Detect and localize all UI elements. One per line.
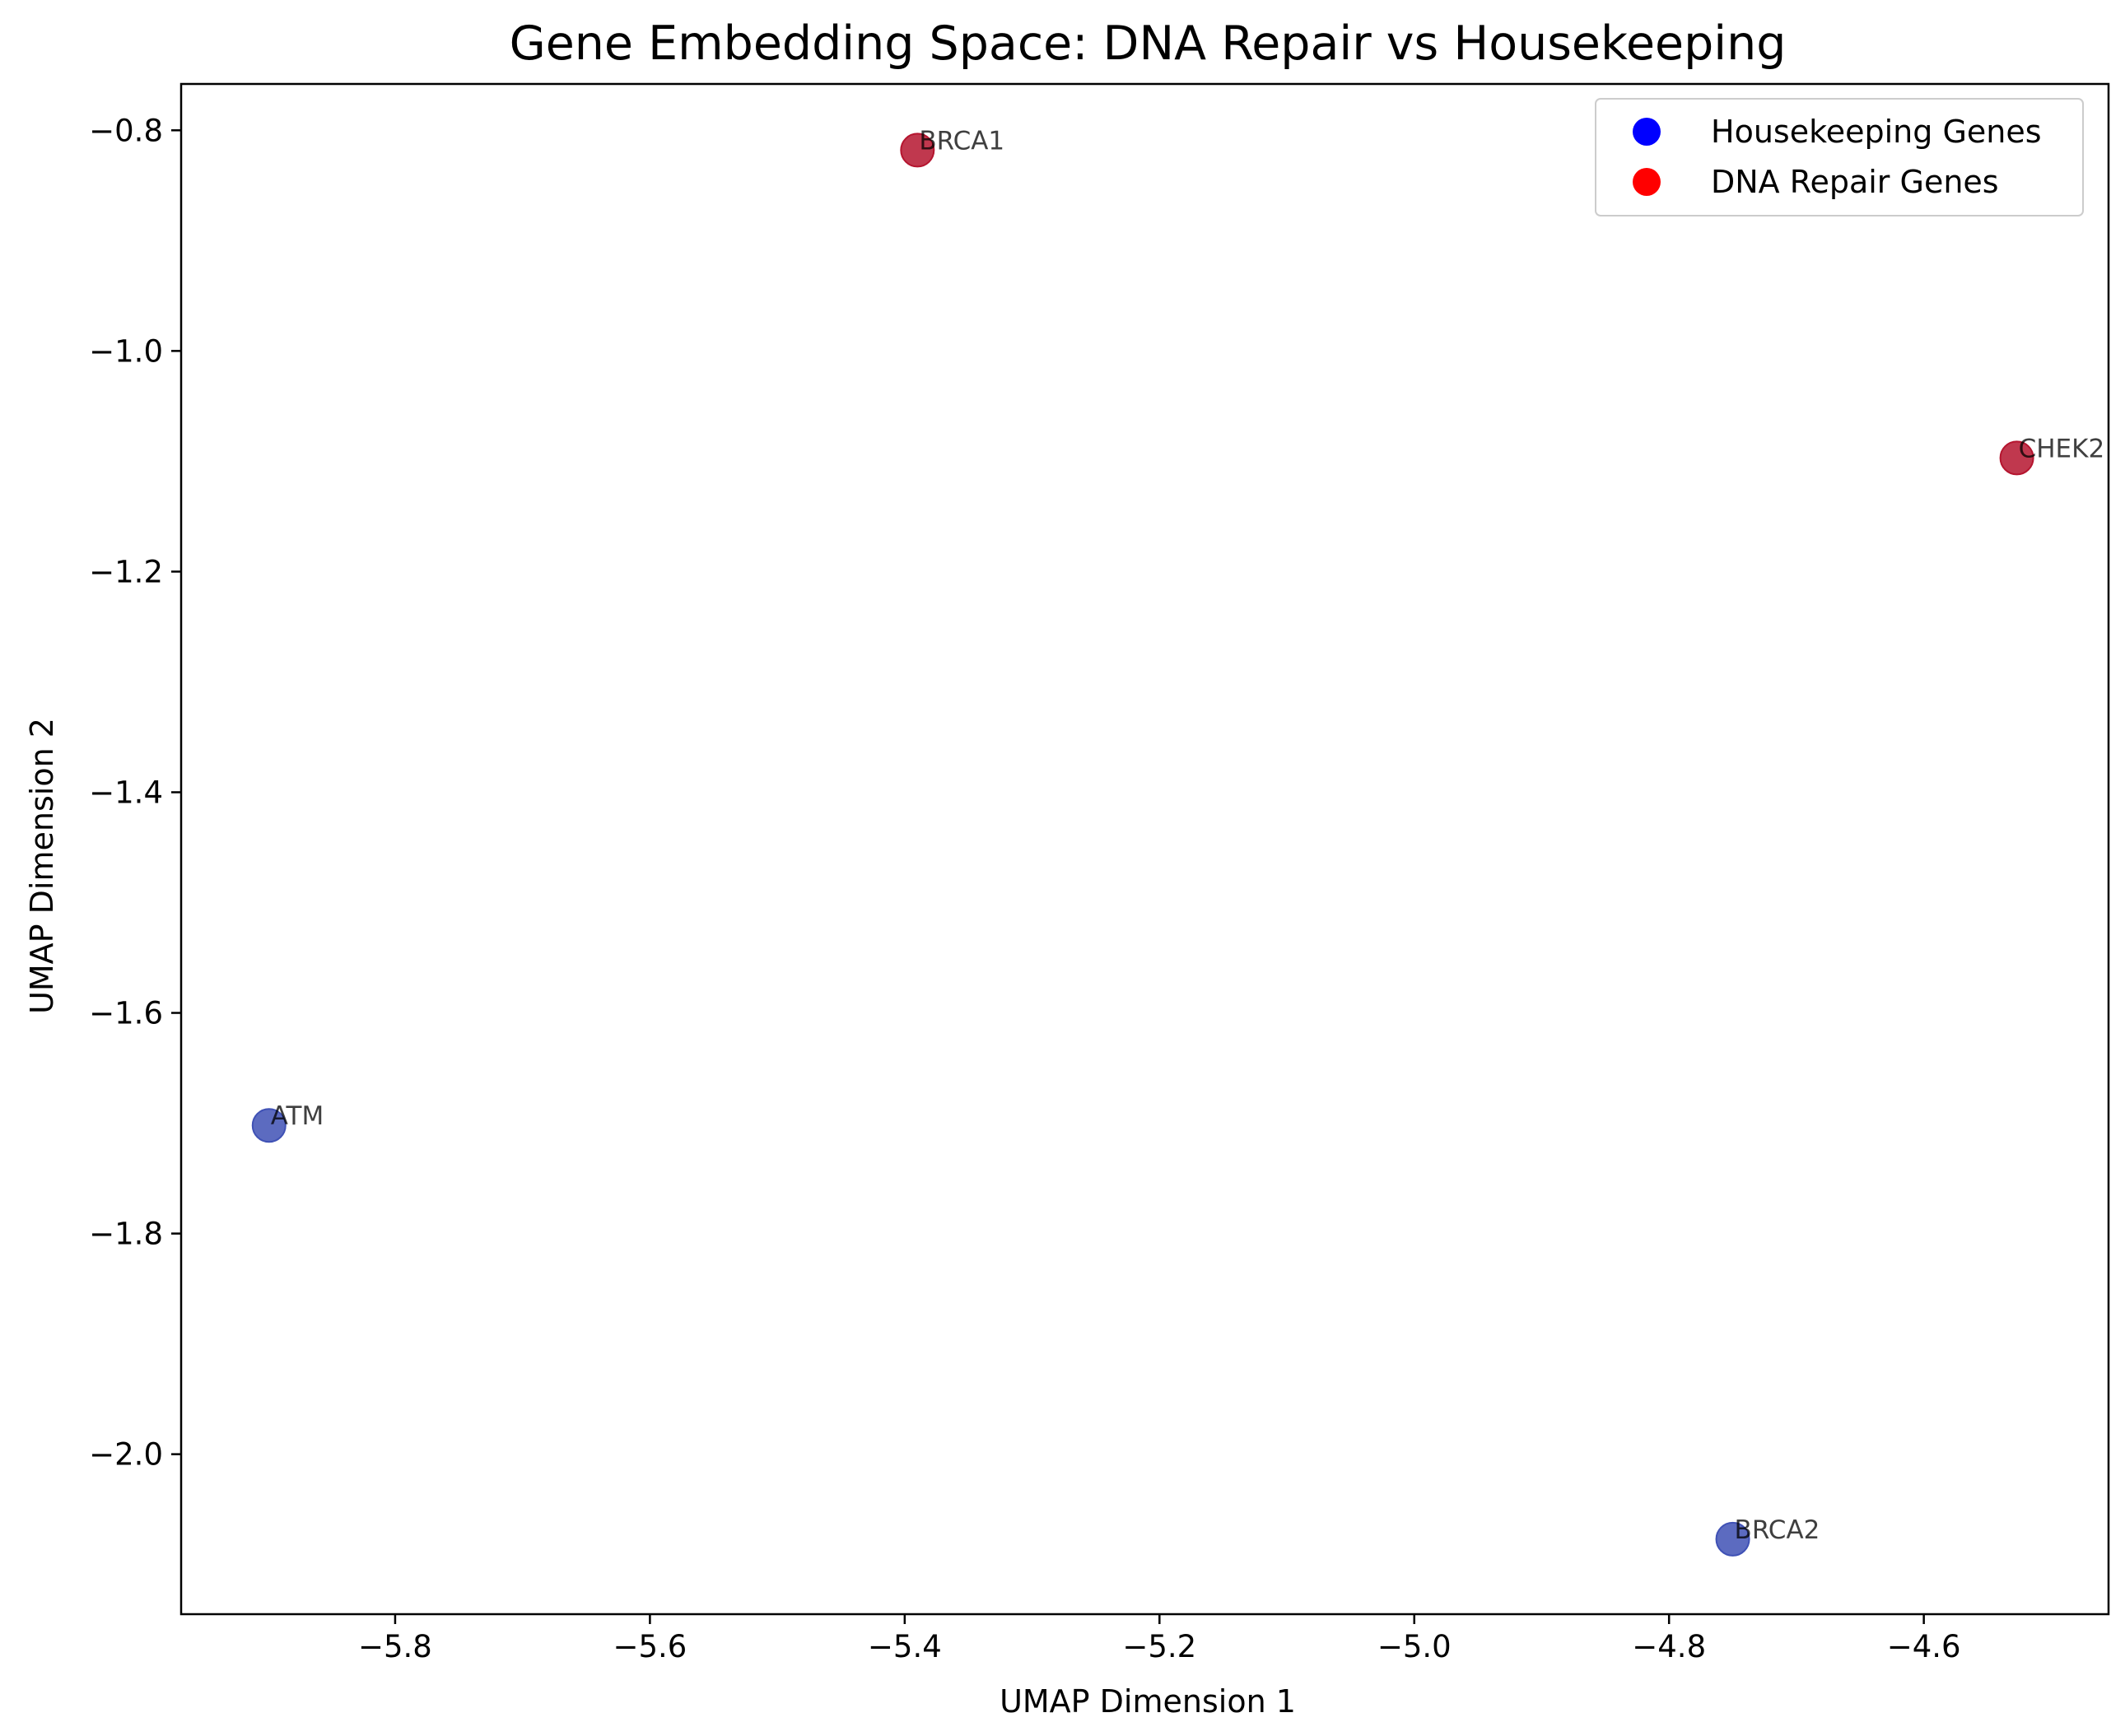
x-axis-label: UMAP Dimension 1 bbox=[1000, 1683, 1296, 1720]
legend-box bbox=[1595, 98, 2084, 216]
data-point-brca1 bbox=[900, 133, 935, 168]
y-tick-label: −1.4 bbox=[89, 775, 163, 810]
y-tick-label: −1.0 bbox=[89, 333, 163, 369]
y-tick-label: −0.8 bbox=[89, 113, 163, 148]
legend-label-1: DNA Repair Genes bbox=[1711, 164, 1999, 200]
data-point-atm bbox=[251, 1108, 287, 1143]
legend: Housekeeping Genes DNA Repair Genes bbox=[1595, 98, 2084, 216]
legend-marker-0 bbox=[1633, 118, 1661, 146]
x-tick-label: −4.6 bbox=[1887, 1629, 1961, 1664]
x-tick-label: −5.6 bbox=[613, 1629, 687, 1664]
y-tick-label: −1.6 bbox=[89, 996, 163, 1031]
x-tick-label: −5.0 bbox=[1377, 1629, 1452, 1664]
x-tick-label: −4.8 bbox=[1632, 1629, 1706, 1664]
data-point-brca2 bbox=[1715, 1521, 1750, 1557]
y-axis-label: UMAP Dimension 2 bbox=[24, 718, 60, 1014]
plot-frame bbox=[179, 82, 2110, 1616]
y-tick-label: −1.8 bbox=[89, 1217, 163, 1252]
x-tick-label: −5.4 bbox=[868, 1629, 942, 1664]
point-label-chek2: CHEK2 bbox=[2019, 434, 2105, 463]
x-tick-label: −5.2 bbox=[1122, 1629, 1196, 1664]
plot-area: −5.8 −5.6 −5.4 −5.2 −5.0 −4.8 −4.6 −0.8 −1.0 −1.2… bbox=[89, 82, 2110, 1664]
point-label-atm: ATM bbox=[271, 1101, 324, 1131]
y-tick-label: −2.0 bbox=[89, 1437, 163, 1473]
legend-marker-1 bbox=[1633, 168, 1661, 196]
chart-title: Gene Embedding Space: DNA Repair vs Hous… bbox=[510, 16, 1787, 71]
point-label-brca2: BRCA2 bbox=[1735, 1515, 1820, 1545]
point-label-brca1: BRCA1 bbox=[919, 126, 1004, 156]
legend-label-0: Housekeeping Genes bbox=[1711, 114, 2042, 150]
data-point-chek2 bbox=[1999, 440, 2034, 476]
x-tick-label: −5.8 bbox=[358, 1629, 432, 1664]
y-tick-label: −1.2 bbox=[89, 554, 163, 589]
